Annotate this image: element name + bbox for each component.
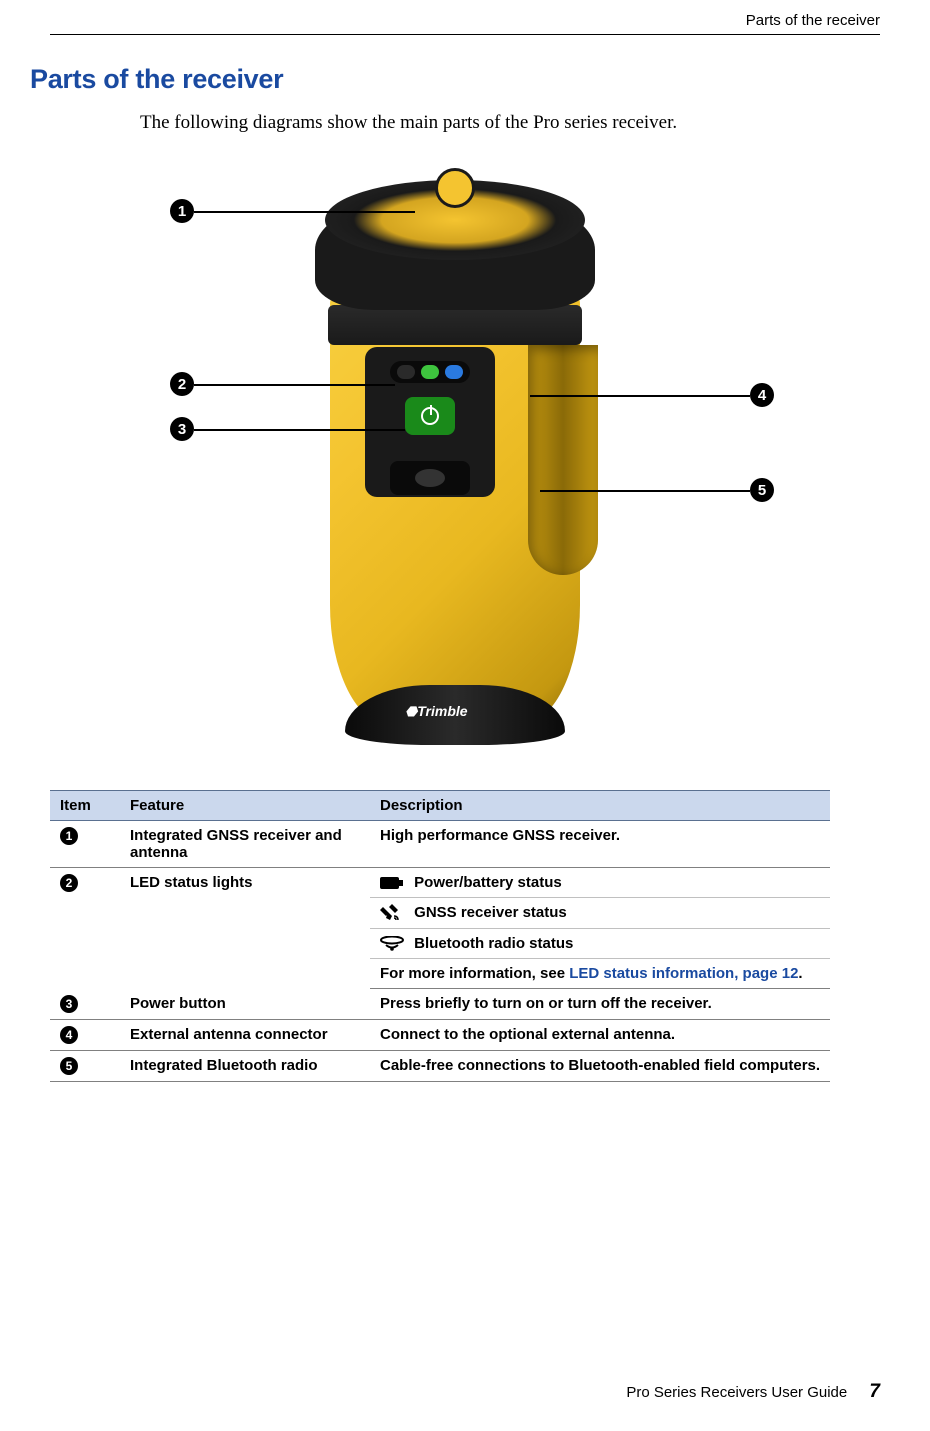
callout-line-5 — [540, 490, 750, 492]
th-feature: Feature — [120, 791, 370, 821]
led-gnss-status: GNSS receiver status — [370, 898, 830, 929]
item-num-1: 1 — [60, 827, 78, 845]
callout-1: 1 — [170, 199, 194, 223]
feature-2: LED status lights — [120, 868, 370, 989]
intro-text: The following diagrams show the main par… — [140, 112, 677, 134]
item-num-4: 4 — [60, 1026, 78, 1044]
table-row: 1 Integrated GNSS receiver and antenna H… — [50, 821, 830, 868]
diagram-area: ⬣Trimble 1 2 3 4 5 — [50, 165, 880, 785]
callout-line-2 — [194, 384, 395, 386]
table-row: 5 Integrated Bluetooth radio Cable-free … — [50, 1050, 830, 1081]
feature-1: Integrated GNSS receiver and antenna — [120, 821, 370, 868]
table-row: 2 LED status lights Power/battery status — [50, 868, 830, 898]
callout-2: 2 — [170, 372, 194, 396]
page-footer: Pro Series Receivers User Guide 7 — [626, 1381, 880, 1403]
callout-line-1 — [194, 211, 415, 213]
led-strip — [390, 361, 470, 383]
callout-5: 5 — [750, 478, 774, 502]
led-bluetooth-status: Bluetooth radio status — [370, 929, 830, 959]
section-title: Parts of the receiver — [30, 64, 283, 95]
led-power-status: Power/battery status — [370, 868, 830, 898]
led-footnote: For more information, see LED status inf… — [370, 959, 830, 989]
th-item: Item — [50, 791, 120, 821]
guide-name: Pro Series Receivers User Guide — [626, 1384, 847, 1401]
brand-label: ⬣Trimble — [405, 703, 468, 720]
callout-3: 3 — [170, 417, 194, 441]
callout-4: 4 — [750, 383, 774, 407]
led-info-link[interactable]: LED status information, page 12 — [569, 965, 798, 982]
table-row: 3 Power button Press briefly to turn on … — [50, 989, 830, 1020]
parts-table: Item Feature Description 1 Integrated GN… — [50, 790, 830, 1082]
bluetooth-icon — [380, 936, 404, 952]
power-button-graphic — [405, 397, 455, 435]
device-illustration: ⬣Trimble — [290, 165, 620, 765]
desc-5: Cable-free connections to Bluetooth-enab… — [370, 1050, 830, 1081]
battery-icon — [380, 876, 404, 890]
running-head: Parts of the receiver — [746, 12, 880, 29]
desc-3: Press briefly to turn on or turn off the… — [370, 989, 830, 1020]
callout-line-3 — [194, 429, 405, 431]
feature-5: Integrated Bluetooth radio — [120, 1050, 370, 1081]
feature-3: Power button — [120, 989, 370, 1020]
header-rule — [50, 34, 880, 35]
desc-1: High performance GNSS receiver. — [370, 821, 830, 868]
satellite-icon — [380, 904, 404, 922]
table-row: 4 External antenna connector Connect to … — [50, 1019, 830, 1050]
desc-4: Connect to the optional external antenna… — [370, 1019, 830, 1050]
th-description: Description — [370, 791, 830, 821]
table-header-row: Item Feature Description — [50, 791, 830, 821]
item-num-3: 3 — [60, 995, 78, 1013]
page-number: 7 — [869, 1381, 880, 1402]
callout-line-4 — [530, 395, 750, 397]
feature-4: External antenna connector — [120, 1019, 370, 1050]
item-num-5: 5 — [60, 1057, 78, 1075]
item-num-2: 2 — [60, 874, 78, 892]
